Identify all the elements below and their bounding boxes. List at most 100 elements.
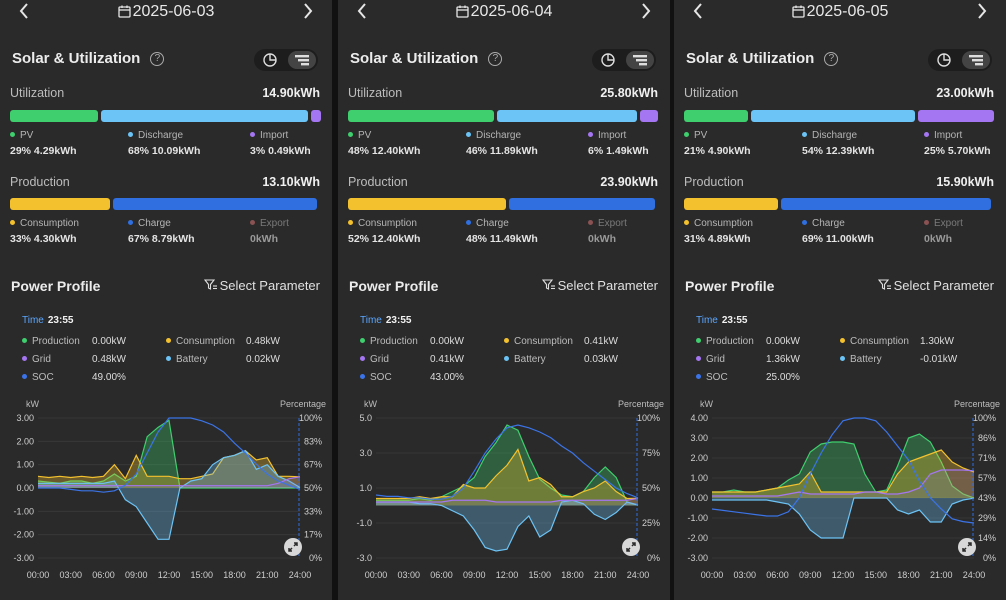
production-label: Production — [348, 175, 408, 189]
battery-readout-text: Battery — [850, 354, 882, 365]
charge-legend: Charge — [128, 218, 171, 229]
grid-readout-value: 0.41kW — [430, 354, 464, 365]
next-day-button[interactable] — [640, 2, 652, 25]
x-tick-label: 00:00 — [27, 570, 50, 580]
import-bar — [918, 110, 994, 122]
pie-view-button[interactable] — [594, 51, 622, 69]
help-icon[interactable]: ? — [488, 52, 503, 67]
import-legend: Import — [924, 130, 962, 141]
view-toggle — [254, 49, 318, 71]
expand-chart-button[interactable] — [958, 538, 976, 556]
pv-legend-label: PV — [694, 130, 708, 141]
date-picker[interactable]: 2025-06-03 — [0, 3, 332, 23]
y-tick-label: -1.00 — [687, 513, 708, 523]
export-legend: Export — [924, 218, 963, 229]
prev-day-button[interactable] — [692, 2, 704, 25]
x-tick-label: 03:00 — [397, 570, 420, 580]
consumption-readout-label: Consumption — [166, 336, 235, 347]
select-parameter-button[interactable]: Select Parameter — [203, 278, 320, 293]
stacked-bars-icon — [969, 55, 983, 66]
pv-bar — [684, 110, 748, 122]
left-unit-label: kW — [700, 399, 714, 409]
consumption-readout-value: 0.41kW — [584, 336, 618, 347]
date-header: 2025-06-03 — [0, 0, 332, 28]
y-tick-label: 5.0 — [359, 413, 372, 423]
y-tick-label: 2.00 — [16, 436, 34, 446]
battery-line — [38, 449, 301, 540]
consumption-readout-text: Consumption — [176, 336, 235, 347]
pie-view-button[interactable] — [930, 51, 958, 69]
y-tick-label: -1.00 — [13, 506, 34, 516]
y-tick-label: 3.00 — [690, 433, 708, 443]
select-parameter-button[interactable]: Select Parameter — [541, 278, 658, 293]
help-icon[interactable]: ? — [150, 52, 165, 67]
power-profile-chart: kW Percentage 5.0 3.0 1.0 -1.0 -3.0 100% 75% 50% 2… — [338, 390, 670, 595]
battery-readout-dot — [504, 356, 509, 361]
grid-readout-label: Grid — [360, 354, 389, 365]
import-value: 25% 5.70kWh — [924, 145, 991, 157]
discharge-legend-label: Discharge — [476, 130, 522, 141]
consumption-dot — [348, 220, 353, 225]
prev-day-button[interactable] — [356, 2, 368, 25]
pv-dot — [348, 132, 353, 137]
pct-tick-label: 100% — [299, 413, 322, 423]
next-day-button[interactable] — [976, 2, 988, 25]
grid-readout-dot — [696, 356, 701, 361]
date-picker[interactable]: 2025-06-05 — [674, 3, 1006, 23]
consumption-value: 33% 4.30kWh — [10, 233, 77, 245]
y-tick-label: -2.00 — [13, 530, 34, 540]
expand-icon — [626, 542, 636, 552]
help-icon[interactable]: ? — [824, 52, 839, 67]
pie-view-button[interactable] — [256, 51, 284, 69]
pv-value: 48% 12.40kWh — [348, 145, 421, 157]
day-panel: 2025-06-03 Solar & Utilization? Utilizatio… — [0, 0, 332, 600]
consumption-readout-value: 0.48kW — [246, 336, 280, 347]
expand-chart-button[interactable] — [622, 538, 640, 556]
right-unit-label: Percentage — [618, 399, 664, 409]
prev-day-button[interactable] — [18, 2, 30, 25]
production-readout-dot — [696, 338, 701, 343]
consumption-legend-label: Consumption — [20, 218, 79, 229]
charge-dot — [128, 220, 133, 225]
x-tick-label: 06:00 — [766, 570, 789, 580]
pct-tick-label: 29% — [978, 513, 996, 523]
bar-view-button[interactable] — [626, 51, 654, 69]
chart-svg: kW Percentage 5.0 3.0 1.0 -1.0 -3.0 100% 75% 50% 2… — [356, 399, 664, 580]
y-tick-label: 0.00 — [16, 483, 34, 493]
soc-readout-dot — [696, 374, 701, 379]
import-bar — [639, 110, 658, 122]
power-profile-title: Power Profile — [685, 278, 775, 294]
production-line — [37, 419, 300, 489]
production-label: Production — [10, 175, 70, 189]
soc-readout-text: SOC — [32, 372, 54, 383]
import-value: 3% 0.49kWh — [250, 145, 311, 157]
expand-chart-button[interactable] — [284, 538, 302, 556]
consumption-bar — [10, 198, 111, 210]
x-tick-label: 06:00 — [430, 570, 453, 580]
y-tick-label: 3.00 — [16, 413, 34, 423]
consumption-area — [376, 449, 638, 506]
export-value: 0kWh — [588, 233, 617, 245]
charge-value: 48% 11.49kWh — [466, 233, 538, 245]
time-readout: Time 23:55 — [696, 315, 747, 326]
consumption-legend: Consumption — [348, 218, 417, 229]
power-profile-title: Power Profile — [349, 278, 439, 294]
pct-tick-label: 100% — [637, 413, 660, 423]
consumption-readout-dot — [840, 338, 845, 343]
import-legend-label: Import — [934, 130, 963, 141]
discharge-bar — [496, 110, 637, 122]
bar-view-button[interactable] — [288, 51, 316, 69]
date-picker[interactable]: 2025-06-04 — [338, 3, 670, 23]
section-title-text: Solar & Utilization — [12, 50, 141, 67]
charge-legend-label: Charge — [476, 218, 509, 229]
production-area — [712, 434, 974, 498]
select-parameter-button[interactable]: Select Parameter — [877, 278, 994, 293]
export-dot — [588, 220, 593, 225]
next-day-button[interactable] — [302, 2, 314, 25]
discharge-legend-label: Discharge — [138, 130, 184, 141]
bar-view-button[interactable] — [962, 51, 990, 69]
pie-chart-icon — [263, 53, 277, 67]
production-readout-dot — [360, 338, 365, 343]
production-total: 15.90kWh — [936, 175, 994, 189]
soc-readout-dot — [360, 374, 365, 379]
